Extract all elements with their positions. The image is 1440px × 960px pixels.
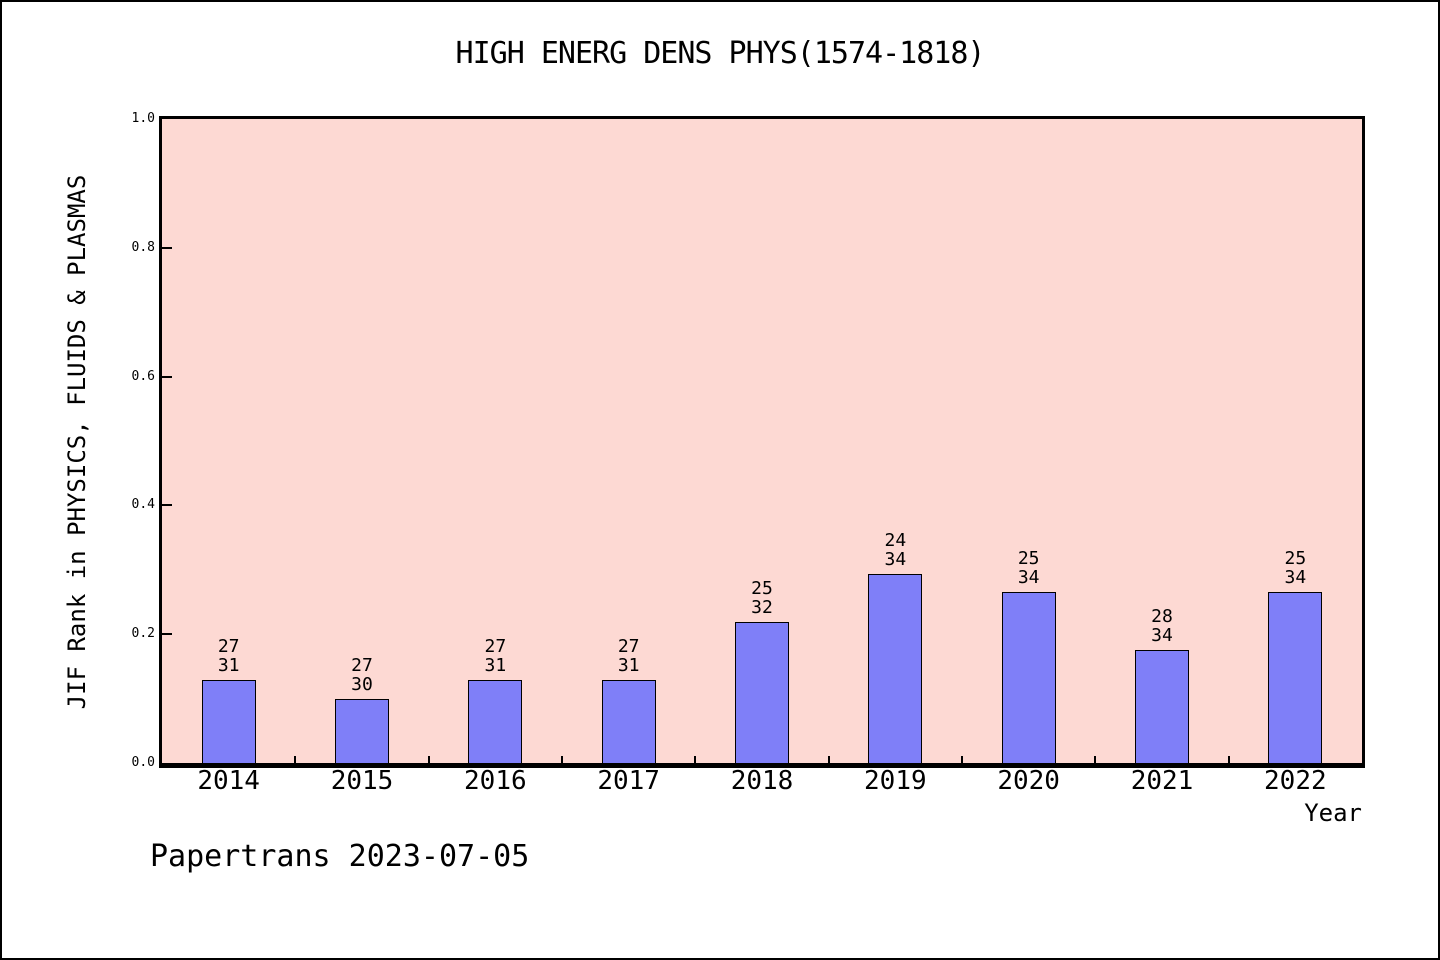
y-tick-mark xyxy=(162,375,172,378)
x-tick-label-2019: 2019 xyxy=(864,766,927,796)
bar-value-label: 27 30 xyxy=(351,655,373,695)
bar-2022 xyxy=(1268,592,1323,763)
plot-area: 27 31 27 30 27 31 27 31 25 32 24 34 25 34 28 34… xyxy=(162,119,1362,763)
bar-value-label: 25 34 xyxy=(1284,548,1307,588)
y-tick-label-0.4: 0.4 xyxy=(131,497,155,513)
bar-value-label: 27 31 xyxy=(217,636,240,676)
bar-2020 xyxy=(1001,592,1056,763)
y-tick-mark xyxy=(162,633,172,636)
y-tick-mark xyxy=(162,246,172,249)
bar-2016 xyxy=(468,680,523,763)
bar-value-label: 27 31 xyxy=(617,636,640,676)
x-minor-tick xyxy=(694,756,697,763)
x-minor-tick xyxy=(961,756,963,763)
bar-2018 xyxy=(735,622,789,763)
x-tick-label-2017: 2017 xyxy=(597,766,660,796)
x-tick-label-2014: 2014 xyxy=(197,766,260,796)
y-tick-label-0.8: 0.8 xyxy=(131,239,155,255)
x-minor-tick xyxy=(294,756,297,763)
y-axis-label: JIF Rank in PHYSICS, FLUIDS & PLASMAS xyxy=(63,174,91,710)
y-tick-mark xyxy=(162,504,172,507)
x-minor-tick xyxy=(1227,756,1230,763)
watermark-text: Papertrans 2023-07-05 xyxy=(150,839,530,874)
bar-2019 xyxy=(868,574,923,763)
y-tick-label-0.6: 0.6 xyxy=(131,368,155,384)
bar-2021 xyxy=(1135,650,1189,763)
bar-2015 xyxy=(335,699,389,763)
bar-value-label: 25 34 xyxy=(1017,548,1040,588)
bar-2014 xyxy=(201,680,256,763)
bar-value-label: 24 34 xyxy=(884,530,907,570)
bar-2017 xyxy=(601,680,656,763)
x-minor-tick xyxy=(1094,756,1097,763)
x-minor-tick xyxy=(827,756,830,763)
x-tick-label-2022: 2022 xyxy=(1264,766,1327,796)
bar-value-label: 27 31 xyxy=(484,636,507,676)
chart-title: HIGH ENERG DENS PHYS(1574-1818) xyxy=(455,36,986,71)
y-tick-label-1.0: 1.0 xyxy=(131,111,155,126)
x-minor-tick xyxy=(561,756,563,763)
y-tick-label-0.2: 0.2 xyxy=(131,626,155,642)
x-tick-label-2021: 2021 xyxy=(1130,766,1194,796)
x-tick-label-2015: 2015 xyxy=(330,766,394,796)
x-tick-label-2020: 2020 xyxy=(997,766,1060,796)
bar-value-label: 25 32 xyxy=(751,578,773,618)
bar-value-label: 28 34 xyxy=(1151,606,1173,646)
x-tick-label-2016: 2016 xyxy=(464,766,527,796)
x-axis-title: Year xyxy=(1304,799,1362,827)
x-minor-tick xyxy=(427,756,430,763)
x-tick-label-2018: 2018 xyxy=(730,766,794,796)
y-tick-label-0.0: 0.0 xyxy=(131,755,155,770)
